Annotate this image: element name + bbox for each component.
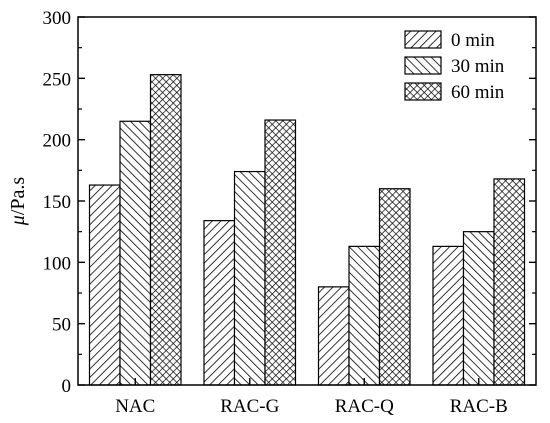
bar-rac-g-60-min [264,119,297,386]
y-tick-label: 100 [43,253,72,274]
legend-label: 60 min [451,82,505,103]
legend-label: 0 min [451,30,495,51]
bar-rac-q-0-min [317,286,350,386]
bars-layer [88,74,526,386]
legend: 0 min 30 min 60 min [404,30,505,103]
legend-swatch [404,30,442,49]
x-tick-label: RAC-B [450,396,508,417]
x-tick-label: RAC-Q [335,396,394,417]
legend-swatch [404,82,442,101]
y-tick-label: 50 [52,315,71,336]
x-tick-label: NAC [115,396,155,417]
bar-rac-b-0-min [432,245,465,386]
bar-rac-q-30-min [348,245,381,386]
y-axis: 0 50 100 150 200 250 300 [43,8,536,397]
bar-nac-30-min [119,120,152,386]
y-axis-title-unit: /Pa.s [7,177,29,216]
y-tick-label: 150 [43,192,72,213]
bar-nac-0-min [88,184,121,386]
y-tick-label: 300 [43,8,72,29]
bar-nac-60-min [149,74,182,386]
y-tick-label: 250 [43,69,72,90]
y-axis-title-symbol: μ [7,215,29,226]
legend-swatch [404,56,442,75]
bar-rac-b-30-min [462,231,495,386]
y-axis-title: μ/Pa.s [7,177,29,227]
bar-rac-g-30-min [233,170,266,386]
y-tick-label: 200 [43,131,72,152]
x-tick-label: RAC-G [220,396,279,417]
y-tick-label: 0 [62,376,72,397]
bar-rac-q-60-min [378,188,411,386]
bar-rac-b-60-min [493,178,526,386]
bar-rac-g-0-min [203,220,236,386]
x-axis: NAC RAC-G RAC-Q RAC-B [115,378,508,417]
legend-label: 30 min [451,56,505,77]
